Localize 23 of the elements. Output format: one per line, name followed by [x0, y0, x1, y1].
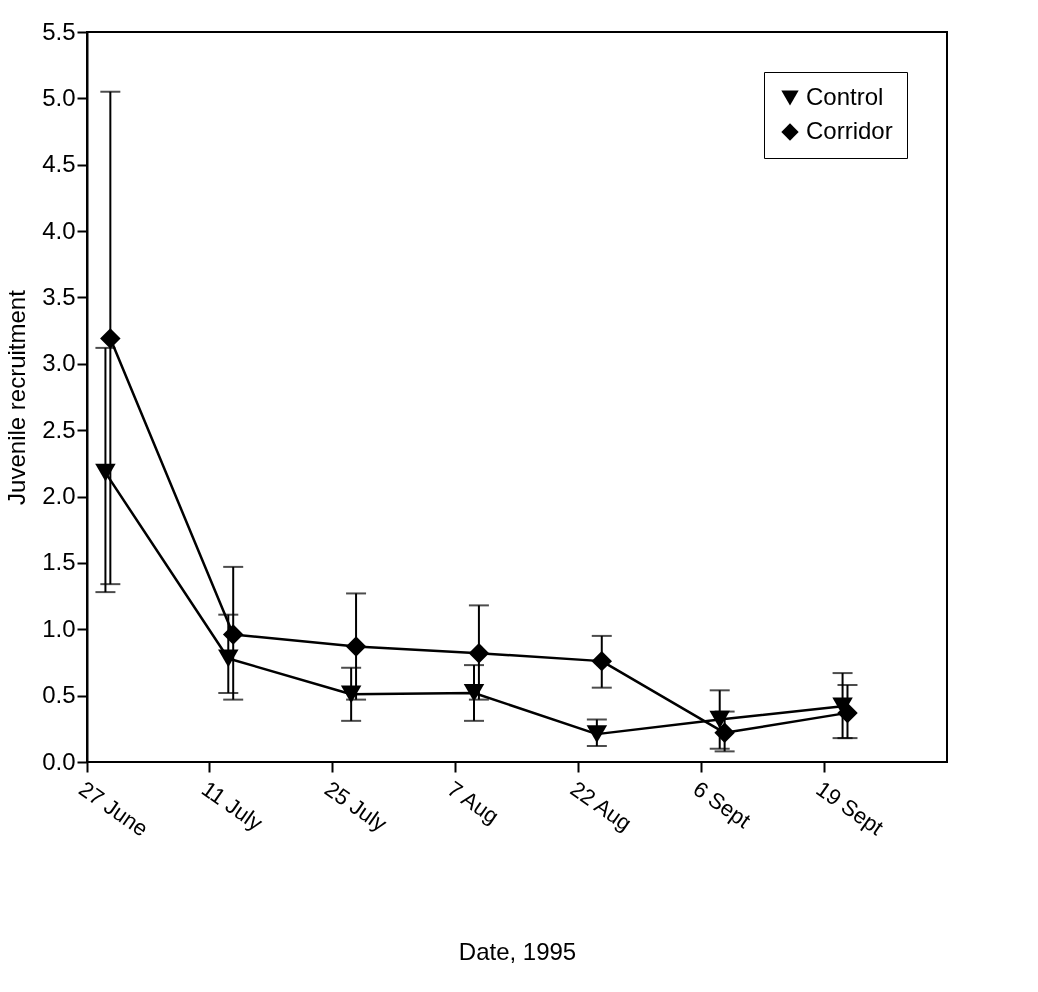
x-tick-label: 22 Aug	[565, 776, 637, 836]
x-tick-label: 11 July	[197, 776, 268, 836]
y-tick-label: 0.0	[42, 747, 76, 775]
y-tick-label: 4.5	[42, 150, 76, 178]
x-tick-label: 7 Aug	[442, 776, 504, 829]
y-tick-label: 2.0	[42, 482, 76, 510]
y-tick-label: 3.5	[42, 282, 76, 310]
y-tick-label: 1.0	[42, 614, 76, 642]
x-tick-label: 27 June	[74, 776, 153, 842]
x-tick-label: 25 July	[320, 776, 392, 837]
x-axis-title: Date, 1995	[458, 937, 577, 965]
y-tick-label: 0.5	[42, 681, 76, 709]
y-tick-label: 4.0	[42, 216, 76, 244]
y-axis-title: Juvenile recruitment	[3, 289, 31, 505]
y-tick-label: 5.0	[42, 83, 76, 111]
legend-label: Control	[806, 83, 884, 110]
y-tick-label: 1.5	[42, 548, 76, 576]
x-tick-label: 6 Sept	[688, 776, 756, 834]
legend-label: Corridor	[806, 117, 893, 144]
y-tick-label: 3.0	[42, 349, 76, 377]
x-tick-label: 19 Sept	[811, 776, 888, 841]
y-tick-label: 5.5	[42, 17, 76, 45]
y-tick-label: 2.5	[42, 415, 76, 443]
